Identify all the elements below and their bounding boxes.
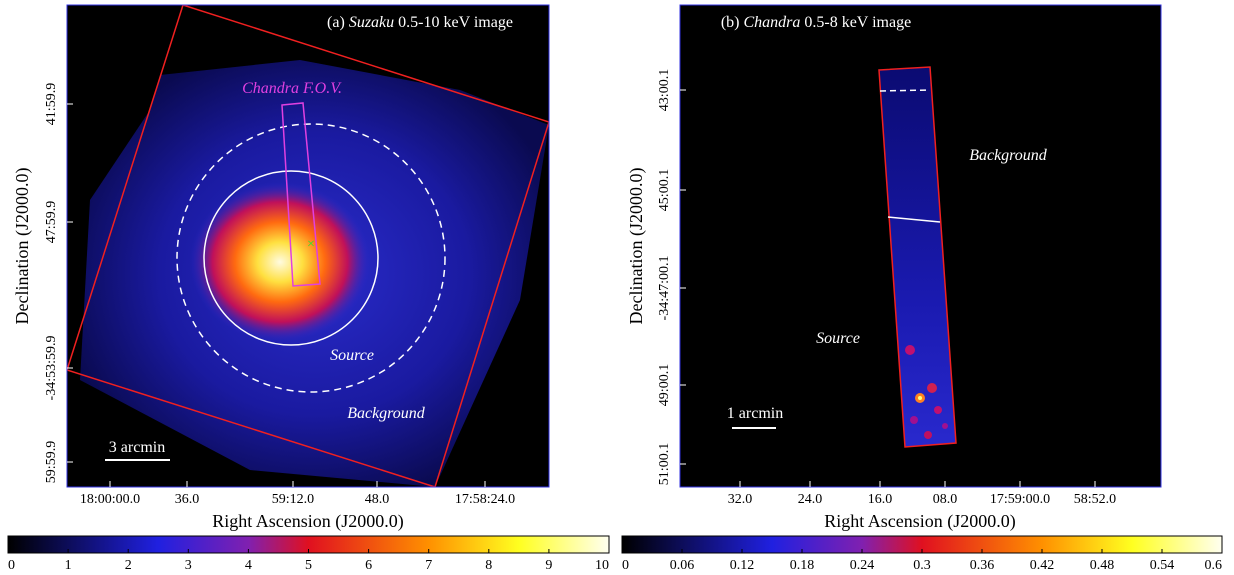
colorbar-tick-label: 8 (485, 558, 492, 573)
colorbar-tick-label: 3 (185, 558, 192, 573)
x-tick-label: 58:52.0 (1074, 492, 1116, 507)
scale-label: 1 arcmin (727, 405, 783, 422)
colorbar-tick-label: 0 (622, 558, 629, 573)
annotation: Background (969, 147, 1048, 164)
y-tick-label: 59:59.9 (44, 441, 59, 483)
colorbar-tick-label: 5 (305, 558, 312, 573)
colorbar-tick-label: 0.18 (790, 558, 815, 573)
x-tick-label: 59:12.0 (272, 492, 314, 507)
x-tick-label: 24.0 (798, 492, 823, 507)
y-tick-label: -34:47:00.1 (657, 256, 672, 321)
y-tick-label: 47:59.9 (44, 201, 59, 243)
colorbar-tick-label: 7 (425, 558, 432, 573)
colorbar-tick-label: 9 (545, 558, 552, 573)
annotation: Source (330, 347, 374, 364)
colorbar-tick-label: 2 (125, 558, 132, 573)
annotation: Background (347, 405, 426, 422)
colorbar-tick-label: 0.48 (1090, 558, 1115, 573)
frame (66, 4, 550, 488)
colorbar-tick-label: 1 (65, 558, 72, 573)
colorbar-tick-label: 0.3 (913, 558, 931, 573)
colorbar-tick-label: 0.24 (850, 558, 875, 573)
scale-label: 3 arcmin (109, 439, 165, 456)
x-tick-label: 17:59:00.0 (990, 492, 1050, 507)
colorbar-tick-label: 0.54 (1150, 558, 1175, 573)
colorbar-tick-label: 6 (365, 558, 372, 573)
panel-b-image (680, 5, 1161, 487)
frame (679, 4, 1162, 488)
colorbar-tick-label: 0 (8, 558, 15, 573)
y-axis-title: Declination (J2000.0) (12, 168, 33, 325)
y-tick-label: 49:00.1 (657, 364, 672, 406)
x-tick-label: 48.0 (365, 492, 390, 507)
y-tick-label: 45:00.1 (657, 169, 672, 211)
y-tick-label: 41:59.9 (44, 83, 59, 125)
x-tick-label: 16.0 (868, 492, 893, 507)
annotation: Source (816, 330, 860, 347)
x-tick-label: 17:58:24.0 (455, 492, 515, 507)
x-tick-label: 36.0 (175, 492, 200, 507)
x-axis-title: Right Ascension (J2000.0) (212, 511, 404, 532)
panel-a-image: × (67, 5, 549, 487)
x-tick-label: 08.0 (933, 492, 958, 507)
x-axis-title: Right Ascension (J2000.0) (824, 511, 1016, 532)
x-tick-label: 18:00:00.0 (80, 492, 140, 507)
colorbar-tick-label: 4 (245, 558, 252, 573)
y-tick-label: 43:00.1 (657, 69, 672, 111)
panel-title: (a) Suzaku 0.5-10 keV image (327, 14, 513, 31)
y-tick-label: 51:00.1 (657, 443, 672, 485)
panel-title: (b) Chandra 0.5-8 keV image (721, 14, 911, 31)
colorbar-tick-label: 0.36 (970, 558, 995, 573)
colorbar-tick-label: 10 (595, 558, 609, 573)
annotation: Chandra F.O.V. (242, 80, 342, 97)
colorbar-tick-label: 0.42 (1030, 558, 1055, 573)
colorbar-tick-label: 0.6 (1205, 558, 1223, 573)
x-tick-label: 32.0 (728, 492, 753, 507)
y-tick-label: -34:53:59.9 (44, 336, 59, 401)
y-axis-title: Declination (J2000.0) (626, 168, 647, 325)
colorbar-tick-label: 0.06 (670, 558, 695, 573)
svg-text:×: × (307, 237, 315, 252)
colorbar-tick-label: 0.12 (730, 558, 755, 573)
